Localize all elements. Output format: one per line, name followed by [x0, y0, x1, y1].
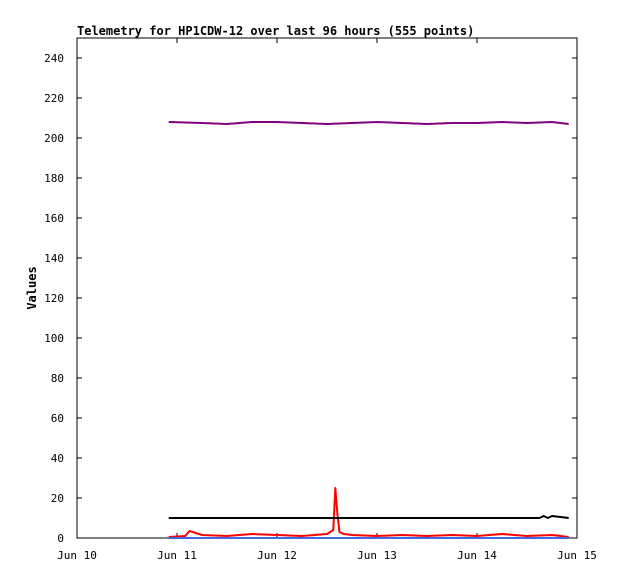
- plot-frame: [76, 37, 578, 539]
- y-tick-label: 40: [51, 452, 64, 465]
- y-axis-label: Values: [25, 266, 39, 309]
- series-layer: [168, 121, 569, 539]
- y-tick-label: 0: [57, 532, 64, 545]
- y-tick-label: 80: [51, 372, 64, 385]
- x-tick-label: Jun 15: [557, 549, 597, 562]
- x-tick-label: Jun 13: [357, 549, 397, 562]
- y-tick-label: 220: [44, 92, 64, 105]
- series-line-1: [168, 121, 569, 125]
- y-axis: 0 20 40 60 80 100 120 140 160 180 200 220 240: [44, 52, 577, 545]
- y-tick-label: 200: [44, 132, 64, 145]
- y-tick-label: 120: [44, 292, 64, 305]
- y-tick-label: 60: [51, 412, 64, 425]
- series-line-2: [168, 487, 569, 538]
- chart-title: Telemetry for HP1CDW-12 over last 96 hou…: [77, 24, 474, 38]
- y-tick-label: 100: [44, 332, 64, 345]
- x-axis: Jun 10 Jun 11 Jun 12 Jun 13 Jun 14 Jun 15: [57, 38, 597, 562]
- y-tick-label: 20: [51, 492, 64, 505]
- y-tick-label: 240: [44, 52, 64, 65]
- x-tick-label: Jun 14: [457, 549, 497, 562]
- y-tick-label: 180: [44, 172, 64, 185]
- x-tick-label: Jun 11: [157, 549, 197, 562]
- x-tick-label: Jun 10: [57, 549, 97, 562]
- y-tick-label: 160: [44, 212, 64, 225]
- y-tick-label: 140: [44, 252, 64, 265]
- series-line-3: [168, 515, 569, 519]
- x-tick-label: Jun 12: [257, 549, 297, 562]
